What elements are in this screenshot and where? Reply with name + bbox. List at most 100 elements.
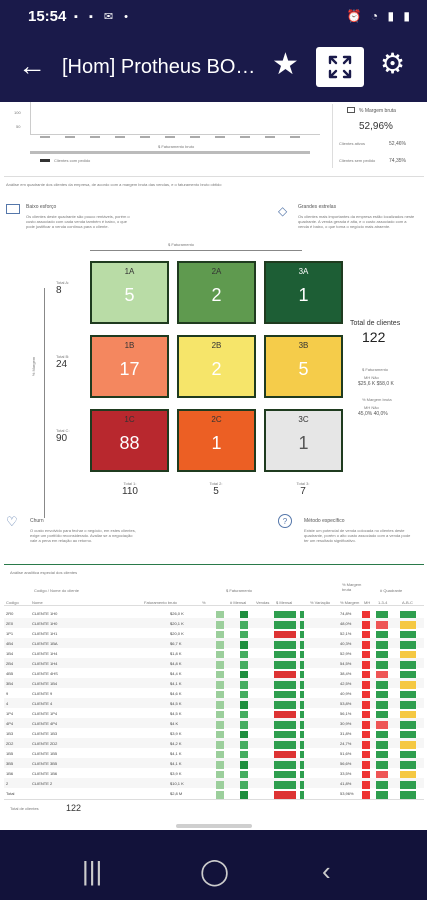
corner-specific-method: ? Método específico Existe um potencial … [278,514,418,554]
row-name: CLIENTE 2D2 [32,741,58,746]
table-row[interactable]: 2B4 CLIENTE 1H4 $4,8 K 54,5% [4,658,424,669]
table-row[interactable]: 4B4 CLIENTE 1BA $6,7 K 40,3% [4,638,424,649]
row-indicator [274,631,296,639]
margin-card: % Margem bruta 52,96% Clientes ativos 52… [332,104,424,168]
chart-legend: Clientes com pedido [54,158,91,163]
row-indicator [274,791,296,799]
row-indicator [376,661,388,669]
row-name: CLIENTE 1B4 [32,681,58,686]
row-indicator [362,651,370,659]
row-indicator [300,761,304,769]
table-row[interactable]: 1B5 CLIENTE 1B5 $4,1 K 51,6% [4,748,424,759]
row-margin: 41,8% [340,781,352,786]
row-indicator [300,671,304,679]
cell-1b[interactable]: 1B 17 [90,335,169,398]
row-indicator [376,681,388,689]
matrix-y-label: % Margem [31,356,37,377]
row-indicator [274,741,296,749]
row-indicator [400,651,416,659]
table-row[interactable]: 4B5 CLIENTE 4HS $4,4 K 38,4% [4,668,424,679]
cell-2a-value: 2 [211,285,222,305]
col-total-1-label: Total 1: [123,481,137,486]
row-indicator [216,781,224,789]
table-footer-label: Total de clientes [10,806,39,811]
table-row[interactable]: 3B4 CLIENTE 1B4 $4,1 K 42,5% [4,678,424,689]
corner-big-stars-title: Grandes estrelas [298,204,337,210]
row-indicator [362,681,370,689]
row-indicator [376,761,388,769]
row-indicator [362,741,370,749]
table-row[interactable]: 1B6 CLIENTE 1B6 $3,9 K 33,5% [4,768,424,779]
table-row[interactable]: 4P4 CLIENTE 4P4 $4 K 30,9% [4,718,424,729]
cell-1b-value: 17 [119,359,140,379]
table-row[interactable]: 4 CLIENTE 4 $4,5 K 53,8% [4,698,424,709]
favorite-star-icon[interactable]: ★ [272,48,299,81]
row-fat: $1,8 K [170,651,182,656]
table-row[interactable]: 1P1 CLIENTE 1H1 $20,0 K 52,1% [4,628,424,639]
cell-2b-code: 2B [211,341,222,350]
cell-3c[interactable]: 3C 1 [264,409,343,472]
row-fat: $4,1 K [170,681,182,686]
row-margin: 56,6% [340,761,352,766]
chart-scrollbar[interactable] [30,151,310,154]
table-row[interactable]: Total $2,8 M 53,96% [4,788,424,799]
row-indicator [240,751,248,759]
row-indicator [216,671,224,679]
corner-low-effort-title: Baixo esforço [26,204,57,210]
row-indicator [216,681,224,689]
report-viewport[interactable]: 100 50 $ Faturamento bruto Clientes com … [0,102,427,830]
cell-3c-value: 1 [298,433,309,453]
row-margin: 74,8% [340,611,352,616]
row-indicator [240,621,248,629]
row-name: CLIENTE 3B5 [32,761,58,766]
table-row[interactable]: 1P4 CLIENTE 1P4 $4,5 K 56,1% [4,708,424,719]
settings-gear-icon[interactable]: ⚙ [380,48,406,79]
fullscreen-button[interactable] [316,47,364,87]
row-indicator [376,771,388,779]
table-row[interactable]: 3B5 CLIENTE 3B5 $4,1 K 56,6% [4,758,424,769]
status-bar: 15:54 ▪ ▪ ✉ • ⏰ ◔ ▮ ▮ [0,0,427,34]
back-nav-icon[interactable]: ‹ [322,856,331,886]
table-row[interactable]: 1B4 CLIENTE 1H4 $1,8 K 52,9% [4,648,424,659]
row-indicator [376,631,388,639]
margin-row2-value: 74,35% [389,158,406,164]
row-indicator [400,671,416,679]
row-indicator [240,781,248,789]
cell-2a[interactable]: 2A 2 [177,261,256,324]
row-indicator [216,771,224,779]
table-row[interactable]: 2 CLIENTE 2 $10,1 K 41,8% [4,778,424,789]
row-indicator [274,691,296,699]
back-arrow-icon[interactable]: ← [18,50,46,81]
cell-1c[interactable]: 1C 88 [90,409,169,472]
row-indicator [274,731,296,739]
row-indicator [362,731,370,739]
cell-3b[interactable]: 3B 5 [264,335,343,398]
scroll-indicator[interactable] [176,824,252,828]
recents-icon[interactable]: ||| [82,856,103,886]
margin-label: % Margem bruta [362,397,392,402]
row-name: CLIENTE 1H0 [32,621,58,626]
row-indicator [376,791,388,799]
cell-1a[interactable]: 1A 5 [90,261,169,324]
row-margin: 51,6% [340,751,352,756]
row-indicator [216,661,224,669]
table-footer: Total de clientes 122 [4,799,424,815]
cell-2b[interactable]: 2B 2 [177,335,256,398]
table-title: Análise analítica especial dos clientes [10,570,78,575]
laptop-icon [6,204,20,214]
row-indicator [400,741,416,749]
row-margin: 31,8% [340,731,352,736]
corner-specific-title: Método específico [304,518,345,524]
margin-card-value: 52,96% [359,121,393,132]
table-row[interactable]: 2D2 CLIENTE 2D2 $4,2 K 24,7% [4,738,424,749]
table-row[interactable]: 2E0 CLIENTE 1H0 $20,1 K 48,0% [4,618,424,629]
table-row[interactable]: 9 CLIENTE 9 $4,6 K 40,9% [4,688,424,699]
cell-2c[interactable]: 2C 1 [177,409,256,472]
row-margin: 33,5% [340,771,352,776]
home-icon[interactable]: ◯ [200,856,230,886]
table-row[interactable]: 1B3 CLIENTE 1B3 $3,9 K 31,8% [4,728,424,739]
cell-3a[interactable]: 3A 1 [264,261,343,324]
broken-heart-icon: ♡ [6,514,18,529]
row-indicator [376,641,388,649]
table-row[interactable]: 2R0 CLIENTE 1H0 $26,0 K 74,8% [4,608,424,619]
